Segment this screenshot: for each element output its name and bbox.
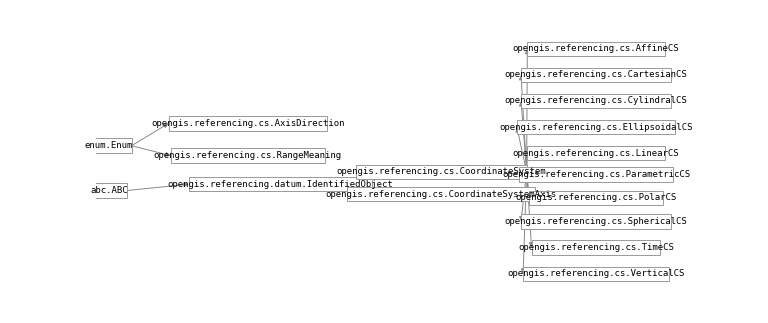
FancyBboxPatch shape [523,266,669,281]
FancyBboxPatch shape [521,214,671,229]
Text: opengis.referencing.cs.AxisDirection: opengis.referencing.cs.AxisDirection [151,119,345,128]
FancyBboxPatch shape [87,139,131,153]
Text: opengis.referencing.cs.CoordinateSystemAxis: opengis.referencing.cs.CoordinateSystemA… [326,190,557,199]
FancyBboxPatch shape [529,191,663,205]
FancyBboxPatch shape [189,177,372,192]
FancyBboxPatch shape [528,41,664,56]
Text: opengis.referencing.datum.IdentifiedObject: opengis.referencing.datum.IdentifiedObje… [167,180,393,189]
Text: opengis.referencing.cs.CylindralCS: opengis.referencing.cs.CylindralCS [505,97,687,105]
FancyBboxPatch shape [528,146,664,161]
Text: opengis.referencing.cs.EllipsoidalCS: opengis.referencing.cs.EllipsoidalCS [499,122,693,131]
FancyBboxPatch shape [170,149,325,163]
Text: opengis.referencing.cs.RangeMeaning: opengis.referencing.cs.RangeMeaning [154,151,342,160]
Text: opengis.referencing.cs.CoordinateSystem: opengis.referencing.cs.CoordinateSystem [336,167,546,176]
Text: opengis.referencing.cs.CartesianCS: opengis.referencing.cs.CartesianCS [505,70,687,79]
FancyBboxPatch shape [521,94,671,108]
FancyBboxPatch shape [521,68,671,82]
Text: enum.Enum: enum.Enum [85,141,134,150]
FancyBboxPatch shape [356,165,527,179]
Text: opengis.referencing.cs.ParametricCS: opengis.referencing.cs.ParametricCS [502,170,690,179]
FancyBboxPatch shape [531,240,660,255]
FancyBboxPatch shape [91,183,127,198]
Text: opengis.referencing.cs.AffineCS: opengis.referencing.cs.AffineCS [513,44,679,53]
Text: opengis.referencing.cs.PolarCS: opengis.referencing.cs.PolarCS [515,193,677,203]
Text: opengis.referencing.cs.VerticalCS: opengis.referencing.cs.VerticalCS [508,269,684,278]
Text: opengis.referencing.cs.SphericalCS: opengis.referencing.cs.SphericalCS [505,217,687,226]
FancyBboxPatch shape [169,116,327,130]
Text: opengis.referencing.cs.TimeCS: opengis.referencing.cs.TimeCS [518,243,674,252]
FancyBboxPatch shape [517,120,675,134]
FancyBboxPatch shape [519,167,673,182]
Text: abc.ABC: abc.ABC [91,186,128,195]
FancyBboxPatch shape [347,187,535,202]
Text: opengis.referencing.cs.LinearCS: opengis.referencing.cs.LinearCS [513,149,679,158]
